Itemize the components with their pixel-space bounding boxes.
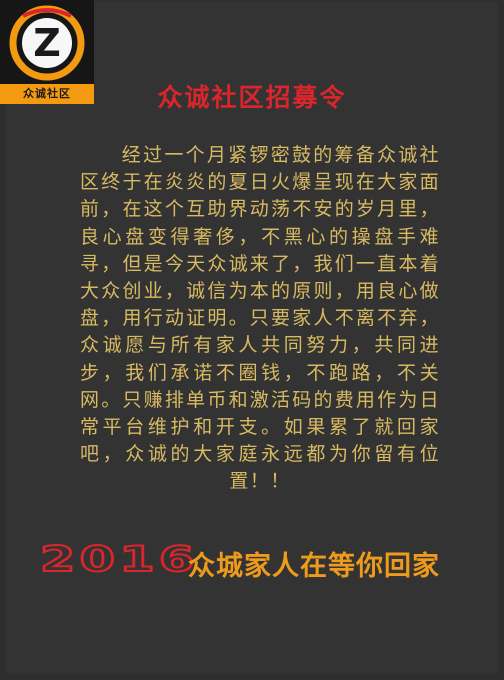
logo-label: 众诚社区	[0, 84, 94, 104]
page-title: 众诚社区招募令	[157, 83, 347, 112]
poster-frame	[6, 2, 498, 674]
logo-z-icon: Z	[9, 5, 85, 81]
slogan-text: 众城家人在等你回家	[188, 551, 440, 582]
logo-letter: Z	[33, 21, 61, 65]
logo: Z 众诚社区	[0, 0, 94, 104]
year-text: 2016	[39, 539, 199, 581]
recruitment-text: 经过一个月紧锣密鼓的筹备众诚社区终于在炎炎的夏日火爆呈现在大家面前，在这个互助界…	[80, 144, 440, 493]
